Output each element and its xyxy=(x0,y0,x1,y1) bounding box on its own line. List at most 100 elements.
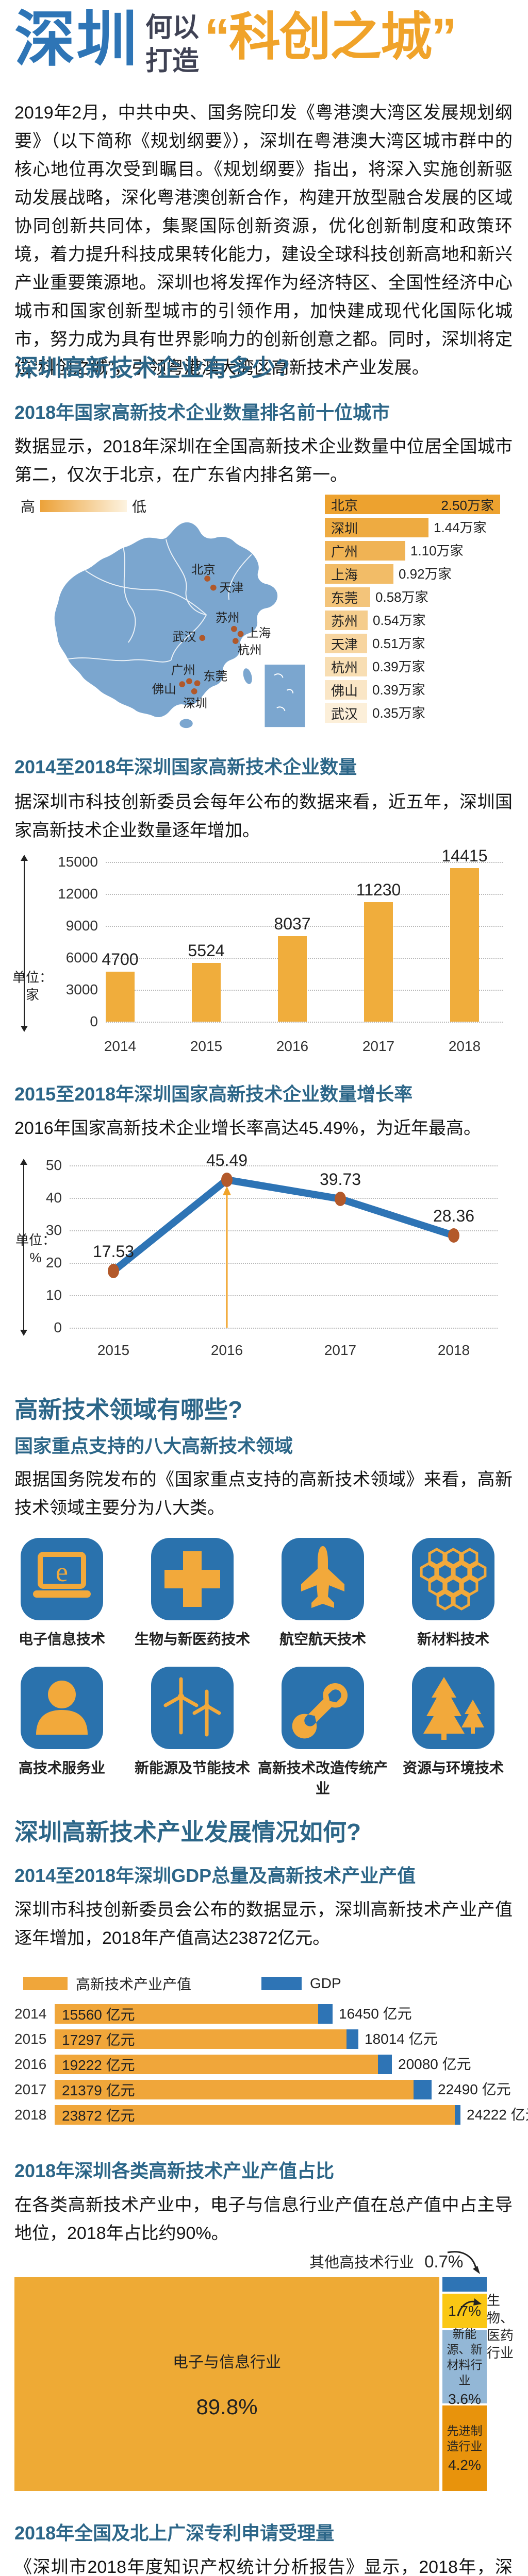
map-legend-low-label: 低 xyxy=(132,499,147,515)
bar-value: 5524 xyxy=(188,941,225,960)
gdp-row: 2017 21379 亿元 22490 亿元 xyxy=(14,2080,520,2105)
x-label: 2017 xyxy=(324,1342,357,1358)
city-value: 1.44万家 xyxy=(434,520,487,535)
gridline xyxy=(70,1230,498,1231)
gridline xyxy=(106,894,503,895)
city-dot xyxy=(204,575,210,582)
x-label: 2015 xyxy=(190,1038,223,1054)
treemap-main-block: 电子与信息行业 89.8% xyxy=(14,2277,439,2491)
gridline xyxy=(70,1328,498,1329)
page-title-mid-line1: 何以 xyxy=(145,13,200,43)
x-label: 2014 xyxy=(104,1038,137,1054)
chart1-subtitle: 2018年国家高新技术企业数量排名前十位城市 xyxy=(14,402,390,423)
section1-title: 深圳高新技术企业有多少? xyxy=(14,354,290,381)
y-axis xyxy=(20,1159,27,1336)
manufacturing-pct: 4.2% xyxy=(448,2457,481,2473)
gdp-value: 16450 亿元 xyxy=(339,2006,412,2022)
city-name: 天津 xyxy=(331,636,358,652)
chart2-subtitle: 2014至2018年深圳国家高新技术企业数量 xyxy=(14,756,357,777)
city-bar-row: 深圳 1.44万家 xyxy=(325,518,526,541)
year-label: 2017 xyxy=(14,2081,47,2097)
point-value: 17.53 xyxy=(92,1242,135,1261)
gdp-bar-chart: 2014 15560 亿元 16450 亿元 2015 17297 亿元 18014 亿… xyxy=(14,2004,528,2130)
bar-2015 xyxy=(192,963,221,1022)
hightech-bar: 15560 亿元 xyxy=(55,2004,318,2024)
city-labels: 北京 天津 苏州 上海 杭州 武汉 广州 东莞 佛山 深圳 xyxy=(152,563,271,710)
hightech-value: 15560 亿元 xyxy=(62,2007,135,2023)
field-tile-aerospace xyxy=(282,1538,364,1620)
city-bar-row: 武汉 0.35万家 xyxy=(325,703,526,726)
year-label: 2015 xyxy=(14,2031,47,2047)
growth-line xyxy=(108,1173,459,1328)
map-city-label: 杭州 xyxy=(238,643,262,657)
y-tick: 50 xyxy=(45,1157,62,1173)
hightech-bar: 19222 亿元 xyxy=(55,2055,378,2074)
treemap-block-manufacturing: 先进制造行业 4.2% xyxy=(442,2405,487,2491)
gdp-bar xyxy=(455,2105,460,2125)
gdp-value: 20080 亿元 xyxy=(398,2056,471,2072)
legend-swatch-hightech xyxy=(23,1977,68,1990)
city-dot xyxy=(199,635,206,641)
field-tile-newmaterials xyxy=(412,1538,494,1620)
city-value: 0.39万家 xyxy=(372,659,425,674)
city-dot xyxy=(191,688,197,694)
gdp-chart-subtitle: 2014至2018年深圳GDP总量及高新技术产业产值 xyxy=(14,1865,416,1886)
section2-subtitle: 国家重点支持的八大高新技术领域 xyxy=(14,1435,293,1456)
gdp-row: 2018 23872 亿元 24222 亿元 xyxy=(14,2105,528,2130)
china-outline xyxy=(53,521,279,718)
person-icon xyxy=(36,1681,88,1735)
growth-rate-line-chart: 单位： % 50 40 30 20 10 0 17.53 45.49 39.73… xyxy=(0,1149,528,1365)
treemap-block-other xyxy=(442,2277,487,2292)
treemap-other-label: 其他高技术行业 0.7% xyxy=(309,2250,463,2272)
treemap-block-newenergy: 新能源、新材料行业 3.6% xyxy=(442,2327,487,2407)
hightech-value: 19222 亿元 xyxy=(62,2057,135,2073)
curved-arrow-icon xyxy=(457,2298,482,2316)
city-bar: 杭州 xyxy=(325,657,367,676)
y-tick: 12000 xyxy=(58,886,98,902)
city-value: 1.10万家 xyxy=(410,543,464,558)
legend-swatch-gdp xyxy=(261,1977,302,1990)
intro-paragraph: 2019年2月，中共中央、国务院印发《粤港澳大湾区发展规划纲要》（以下简称《规划… xyxy=(14,103,513,378)
city-dot xyxy=(179,681,186,687)
field-label: 新能源及节能技术 xyxy=(134,1760,250,1776)
hightech-value: 17297 亿元 xyxy=(62,2032,135,2048)
china-map: 北京 天津 苏州 上海 杭州 武汉 广州 东莞 佛山 深圳 xyxy=(53,521,306,728)
map-city-label: 苏州 xyxy=(216,611,240,624)
gridline xyxy=(106,862,503,863)
city-name: 佛山 xyxy=(331,683,358,699)
city-bar-row: 杭州 0.39万家 xyxy=(325,657,526,680)
y-axis xyxy=(21,855,28,1032)
map-legend: 高 低 xyxy=(21,496,146,516)
main-industry-label: 电子与信息行业 xyxy=(173,2353,281,2371)
y-tick: 20 xyxy=(45,1255,62,1270)
field-label: 生物与新医药技术 xyxy=(134,1631,250,1647)
hightech-bar: 23872 亿元 xyxy=(55,2105,455,2125)
city-name: 深圳 xyxy=(331,520,358,536)
bar-value: 14415 xyxy=(441,846,488,865)
year-label: 2016 xyxy=(14,2056,47,2072)
city-bar: 深圳 xyxy=(325,518,428,537)
gridline xyxy=(106,1022,503,1023)
page-title-mid: 何以 打造 xyxy=(145,11,199,78)
hightech-bar: 17297 亿元 xyxy=(55,2029,346,2049)
city-name: 北京 xyxy=(331,497,358,513)
laptop-icon: e xyxy=(33,1552,91,1598)
inset-islands xyxy=(274,673,294,711)
city-bar: 广州 xyxy=(325,541,405,561)
page-title-highlight: “科创之城” xyxy=(204,8,457,66)
city-bar: 东莞 xyxy=(325,587,370,607)
field-label: 电子信息技术 xyxy=(18,1631,105,1647)
map-city-label: 天津 xyxy=(220,581,244,594)
page-title-mid-line2: 打造 xyxy=(145,46,200,76)
city-bar-row: 北京 2.50万家 xyxy=(325,495,526,518)
other-industry-pct: 0.7% xyxy=(424,2252,464,2271)
chart1-desc: 数据显示，2018年深圳在全国高新技术企业数量中位居全国城市第二，仅次于北京，在… xyxy=(14,437,513,485)
field-tile-electronics: e xyxy=(21,1538,103,1620)
bar-2016 xyxy=(278,936,307,1022)
map-legend-high-label: 高 xyxy=(21,499,36,515)
unit-text: 单位： xyxy=(15,1232,56,1248)
x-label: 2018 xyxy=(448,1038,481,1054)
page-title-city: 深圳 xyxy=(14,6,139,74)
company-count-bar-chart: 单位： 家 15000 12000 9000 6000 3000 0 4700 … xyxy=(0,840,528,1061)
bar-value: 11230 xyxy=(356,880,401,899)
